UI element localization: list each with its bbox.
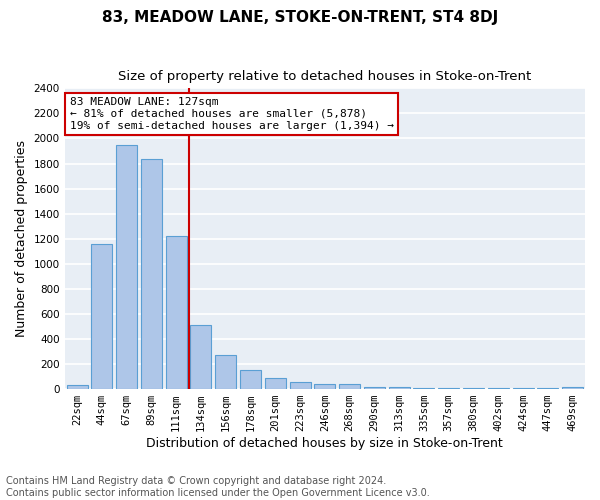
Bar (562, 386, 583, 389)
Bar (488, 388, 509, 389)
Bar (314, 384, 335, 389)
Bar (67, 386, 88, 389)
Title: Size of property relative to detached houses in Stoke-on-Trent: Size of property relative to detached ho… (118, 70, 532, 83)
Bar (141, 158, 162, 389)
Text: 83 MEADOW LANE: 127sqm
← 81% of detached houses are smaller (5,878)
19% of semi-: 83 MEADOW LANE: 127sqm ← 81% of detached… (70, 98, 394, 130)
Bar (91, 244, 112, 389)
X-axis label: Distribution of detached houses by size in Stoke-on-Trent: Distribution of detached houses by size … (146, 437, 503, 450)
Bar (215, 355, 236, 389)
Bar (413, 388, 434, 389)
Text: Contains HM Land Registry data © Crown copyright and database right 2024.
Contai: Contains HM Land Registry data © Crown c… (6, 476, 430, 498)
Y-axis label: Number of detached properties: Number of detached properties (15, 140, 28, 337)
Bar (240, 370, 261, 389)
Text: 83, MEADOW LANE, STOKE-ON-TRENT, ST4 8DJ: 83, MEADOW LANE, STOKE-ON-TRENT, ST4 8DJ (102, 10, 498, 25)
Bar (116, 144, 137, 389)
Bar (166, 236, 187, 389)
Bar (190, 325, 211, 389)
Bar (389, 387, 410, 389)
Bar (438, 388, 459, 389)
Bar (339, 384, 360, 389)
Bar (538, 388, 559, 389)
Bar (265, 378, 286, 389)
Bar (512, 388, 533, 389)
Bar (364, 386, 385, 389)
Bar (290, 382, 311, 389)
Bar (463, 388, 484, 389)
